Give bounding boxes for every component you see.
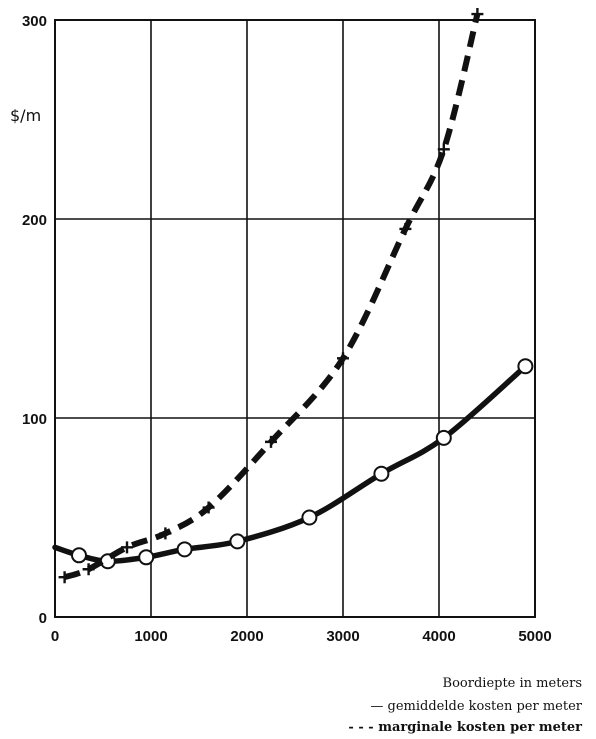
y-tick-label: 300	[22, 13, 47, 30]
x-axis-label: Boordiepte in meters	[442, 676, 582, 691]
marginal-cost-point	[159, 527, 172, 540]
marginal-cost-point	[121, 541, 133, 554]
legend-dashed-line-symbol: - - -	[348, 720, 374, 735]
legend-solid-line-symbol: —	[370, 699, 384, 714]
x-tick-label: 3000	[326, 628, 359, 645]
x-tick-label: 0	[51, 628, 59, 645]
x-tick-label: 4000	[422, 628, 455, 645]
marginal-cost-line	[63, 13, 481, 581]
marginal-cost-point	[437, 143, 450, 156]
series-marginal	[58, 8, 484, 584]
marginal-cost-point	[399, 222, 412, 235]
mean-cost-point	[176, 541, 193, 558]
mean-cost-point	[373, 465, 390, 482]
mean-cost-point	[71, 547, 87, 564]
legend-entry-mean: — gemiddelde kosten per meter	[370, 699, 582, 714]
y-tick-label: 100	[22, 411, 47, 428]
x-tick-label: 1000	[134, 628, 167, 645]
y-tick-label: 0	[39, 610, 47, 627]
x-tick-label: 5000	[518, 628, 551, 645]
legend-marginal-label: marginale kosten per meter	[378, 720, 582, 735]
mean-cost-point	[517, 358, 534, 375]
marginal-cost-point	[202, 501, 215, 514]
mean-cost-point	[138, 549, 155, 566]
y-tick-label: 200	[22, 212, 47, 229]
marginal-cost-point	[471, 8, 484, 21]
mean-cost-point	[229, 533, 246, 550]
y-axis-label: $/m	[10, 106, 41, 125]
legend-mean-label: gemiddelde kosten per meter	[387, 699, 582, 714]
plot-frame	[54, 19, 536, 618]
tick-labels: 0 1000 2000 3000 4000 5000 0 100 200 300	[22, 13, 552, 645]
legend-entry-marginal: - - - marginale kosten per meter	[348, 720, 582, 735]
series-mean	[52, 358, 534, 570]
marginal-cost-point	[58, 571, 71, 584]
mean-cost-line	[52, 363, 529, 565]
x-tick-label: 2000	[230, 628, 263, 645]
grid	[54, 19, 536, 618]
marginal-cost-point	[337, 352, 349, 365]
mean-cost-point	[301, 509, 318, 526]
marginal-cost-point	[265, 435, 277, 448]
marginal-cost-point	[82, 563, 95, 576]
mean-cost-point	[435, 429, 452, 446]
